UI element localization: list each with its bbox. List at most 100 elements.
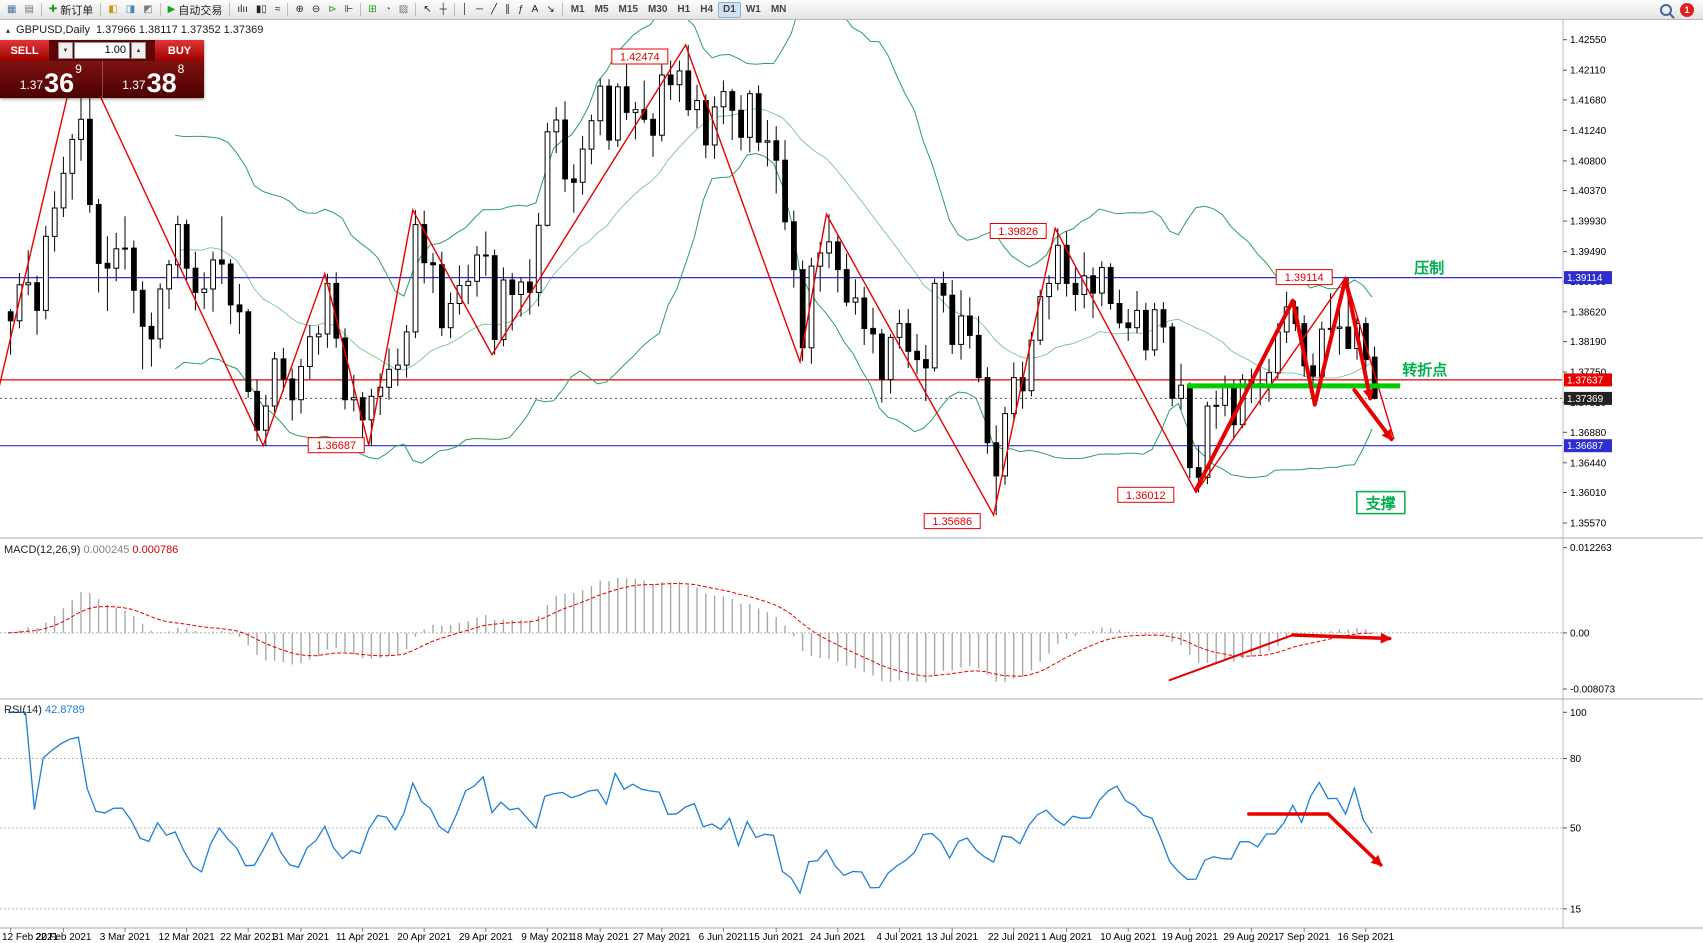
templates-icon[interactable]: ▨ — [395, 2, 412, 18]
svg-text:1.40370: 1.40370 — [1570, 186, 1607, 197]
navigator-icon[interactable]: ◩ — [139, 2, 156, 18]
svg-text:27 May 2021: 27 May 2021 — [633, 932, 691, 943]
tf-mn-button[interactable]: MN — [766, 2, 792, 18]
trendline-icon[interactable]: ╱ — [487, 2, 501, 18]
horizontal-line-icon[interactable]: ─ — [472, 2, 487, 18]
tf-d1-button[interactable]: D1 — [718, 1, 741, 18]
swing-price-labels[interactable]: 1.42474 1.39826 1.39114 1.36687 1.36012 1.356… — [307, 48, 1333, 530]
tf-w1-button[interactable]: W1 — [741, 2, 766, 18]
tf-h4-button[interactable]: H4 — [695, 2, 718, 18]
tf-m5-button[interactable]: M5 — [590, 2, 614, 18]
macd-arrow[interactable] — [1168, 634, 1294, 682]
svg-text:50: 50 — [1570, 823, 1582, 834]
svg-text:15: 15 — [1570, 904, 1582, 915]
rsi-panel: RSI(14) 42.8789 100 80 50 15 — [0, 704, 1587, 915]
svg-text:10 Aug 2021: 10 Aug 2021 — [1100, 932, 1157, 943]
crosshair-icon[interactable]: ┼ — [436, 2, 451, 18]
tf-h1-button-label: H1 — [677, 4, 691, 15]
tf-m15-button[interactable]: M15 — [614, 2, 643, 18]
new-order-button[interactable]: ✚ 新订单 — [45, 2, 97, 18]
svg-text:0.00: 0.00 — [1570, 628, 1590, 639]
tf-mn-button-label: MN — [770, 4, 787, 15]
buy-price-base: 1.37 — [122, 78, 146, 92]
line-chart-icon[interactable]: ≈ — [271, 2, 285, 18]
svg-text:9 May 2021: 9 May 2021 — [521, 932, 574, 943]
buy-button[interactable]: BUY — [155, 40, 204, 61]
volume-input[interactable]: 1.00 — [74, 42, 130, 59]
buy-price-big: 38 — [146, 67, 177, 98]
swing-label-text: 1.35686 — [932, 516, 972, 528]
data-window-icon-glyph: ◨ — [125, 3, 136, 15]
navigator-icon-glyph: ◩ — [143, 3, 153, 15]
candles — [7, 45, 1378, 515]
fibonacci-icon[interactable]: ƒ — [514, 2, 528, 18]
auto-trading-glyph: ▶ — [167, 3, 176, 15]
arrows-icon[interactable]: ↘ — [542, 2, 558, 18]
cursor-icon[interactable]: ↖ — [419, 2, 435, 18]
svg-text:6 Jun 2021: 6 Jun 2021 — [699, 932, 749, 943]
sell-button[interactable]: SELL — [0, 40, 49, 61]
toolbar-right: 1 — [1660, 2, 1700, 17]
swing-label-text: 1.39114 — [1285, 272, 1324, 284]
panel-separators — [0, 20, 1703, 929]
svg-text:24 Jun 2021: 24 Jun 2021 — [810, 932, 865, 943]
indicators-icon[interactable]: ⊞ — [364, 2, 380, 18]
tf-m1-button-label: M1 — [570, 4, 585, 15]
periods-icon[interactable]: ◔ — [381, 2, 395, 18]
zigzag-trendline[interactable] — [0, 43, 1395, 517]
tf-m30-button[interactable]: M30 — [643, 2, 672, 18]
volume-increase-button[interactable]: ▲ — [131, 42, 146, 59]
data-window-icon[interactable]: ◨ — [122, 2, 139, 18]
tf-m5-button-label: M5 — [594, 4, 609, 15]
vertical-line-icon-glyph: │ — [461, 3, 468, 15]
bollinger-bands — [174, 2, 1373, 479]
notification-badge[interactable]: 1 — [1680, 2, 1694, 17]
trade-controls-row: SELL ▼ 1.00 ▲ BUY — [0, 40, 204, 61]
annotation-text: 转折点 — [1402, 361, 1447, 379]
candlestick-chart-icon[interactable]: ▮▯ — [252, 2, 271, 18]
zoom-in-icon[interactable]: ⊕ — [291, 2, 307, 18]
crosshair-icon-glyph: ┼ — [439, 3, 447, 15]
rsi-arrow[interactable] — [1247, 812, 1383, 867]
profiles-icon[interactable]: ▤ — [20, 2, 37, 18]
svg-text:29 Aug 2021: 29 Aug 2021 — [1223, 932, 1280, 943]
chart-shift-icon-glyph: ⊩ — [344, 3, 354, 15]
macd-signal-line — [7, 582, 1373, 677]
toolbar: ▦ ▤ ✚ 新订单 ◧ ◨ ◩ ▶ 自动交易 ılıı ▮▯ ≈ ⊕ ⊖ ⊳ ⊩ ⊞ ◔ ▨ ↖ ┼ │ ─ ╱ ∥ ƒ A ↘ M1 M… — [0, 0, 1703, 20]
auto-trading-button[interactable]: ▶ 自动交易 — [164, 2, 227, 18]
macd-arrow[interactable] — [1291, 632, 1392, 644]
toolbar-separator — [453, 3, 455, 16]
channel-icon[interactable]: ∥ — [501, 2, 514, 18]
zoom-out-icon[interactable]: ⊖ — [308, 2, 324, 18]
search-icon[interactable] — [1660, 3, 1672, 16]
new-chart-icon[interactable]: ▦ — [3, 2, 20, 18]
toolbar-separator — [360, 3, 362, 16]
vertical-line-icon[interactable]: │ — [458, 2, 472, 18]
market-watch-icon[interactable]: ◧ — [104, 2, 121, 18]
annotation-box — [1356, 490, 1406, 515]
text-icon[interactable]: A — [528, 2, 543, 18]
svg-text:7 Sep 2021: 7 Sep 2021 — [1279, 932, 1331, 943]
volume-decrease-button[interactable]: ▼ — [58, 42, 73, 59]
line-chart-icon-glyph: ≈ — [274, 3, 281, 15]
macd-label: MACD(12,26,9) 0.000245 0.000786 — [4, 544, 178, 556]
sell-price[interactable]: 1.37 36 9 — [0, 61, 102, 98]
chart-shift-icon[interactable]: ⊩ — [341, 2, 358, 18]
buy-price[interactable]: 1.37 38 8 — [101, 61, 204, 98]
sell-price-base: 1.37 — [19, 78, 44, 92]
tf-m1-button[interactable]: M1 — [566, 2, 590, 18]
bold-arrows[interactable] — [1194, 276, 1394, 492]
sell-price-big: 36 — [44, 67, 75, 98]
svg-text:1.41240: 1.41240 — [1570, 126, 1607, 137]
tf-h1-button[interactable]: H1 — [672, 2, 695, 18]
toolbar-separator — [40, 3, 42, 16]
toolbar-separator — [100, 3, 102, 16]
auto-scroll-icon[interactable]: ⊳ — [324, 2, 340, 18]
swing-label-text: 1.39826 — [998, 226, 1038, 238]
symbol-period-label: GBPUSD,Daily — [16, 24, 90, 36]
bar-chart-icon[interactable]: ılıı — [233, 2, 252, 18]
svg-text:1.39930: 1.39930 — [1570, 217, 1607, 228]
price-tag — [1564, 439, 1612, 453]
